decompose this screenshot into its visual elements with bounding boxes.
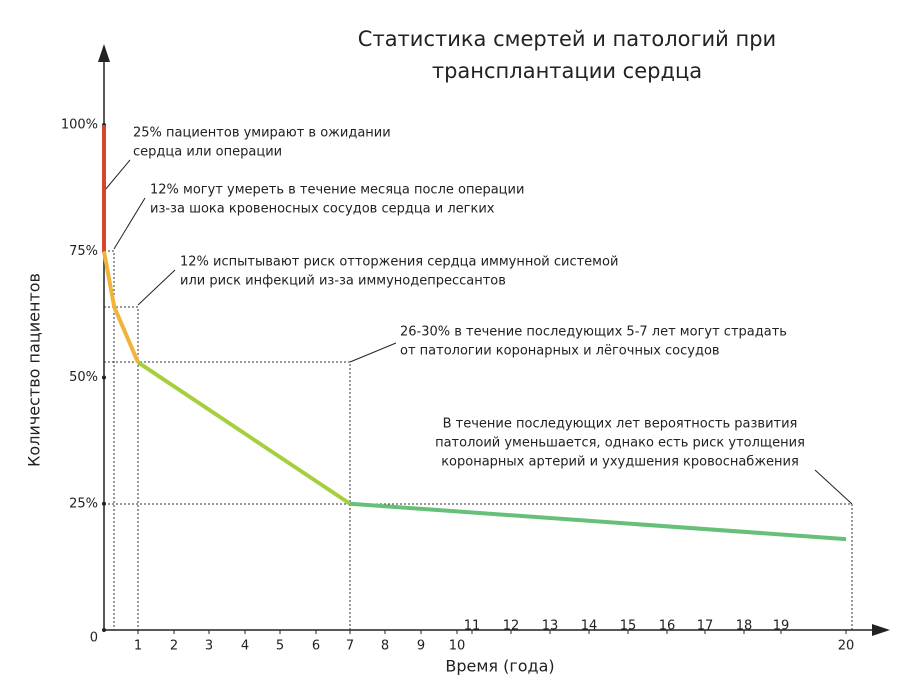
line bbox=[102, 250, 140, 364]
annotation: 12% испытывают риск отторжения сердца им… bbox=[180, 255, 618, 270]
x-tick-label: 8 bbox=[381, 639, 389, 654]
x-tick-label: 7 bbox=[346, 639, 354, 654]
y-tick bbox=[102, 501, 106, 506]
x-tick-label: 14 bbox=[581, 619, 598, 634]
x-tick-label: 2 bbox=[170, 639, 178, 654]
x-axis-title: Время (года) bbox=[445, 657, 554, 676]
x-tick-label: 17 bbox=[697, 619, 714, 634]
annotation: от патологии коронарных и лёгочных сосуд… bbox=[400, 344, 720, 359]
x-tick-label: 10 bbox=[449, 639, 466, 654]
x-tick-label: 12 bbox=[503, 619, 520, 634]
y-tick-label: 25% bbox=[69, 496, 98, 511]
leaders bbox=[104, 159, 853, 505]
x-tick-label: 1 bbox=[134, 639, 142, 654]
annotation: патолоий уменьшается, однако есть риск у… bbox=[435, 436, 805, 451]
x-tick-label: 3 bbox=[205, 639, 213, 654]
y-axis-title: Количество пациентов bbox=[25, 273, 44, 467]
x-tick-label: 19 bbox=[773, 619, 790, 634]
y-tick bbox=[102, 628, 106, 632]
annotation: 12% могут умереть в течение месяца после… bbox=[150, 183, 524, 198]
x-tick-label: 5 bbox=[276, 639, 284, 654]
chart-title: трансплантации сердца bbox=[432, 59, 702, 83]
y-tick-label: 75% bbox=[69, 244, 98, 259]
axis-arrow bbox=[872, 624, 890, 636]
y-tick-label: 100% bbox=[61, 118, 98, 133]
y-tick bbox=[102, 375, 106, 380]
annotation: В течение последующих лет вероятность ра… bbox=[443, 417, 798, 432]
line bbox=[349, 501, 847, 542]
x-tick-label: 20 bbox=[838, 639, 855, 654]
annotation: сердца или операции bbox=[133, 145, 282, 160]
annotation: 26-30% в течение последующих 5-7 лет мог… bbox=[400, 325, 787, 340]
chart-title: Статистика смертей и патологий при bbox=[358, 27, 776, 51]
line bbox=[136, 360, 352, 506]
x-tick-label: 15 bbox=[620, 619, 637, 634]
y-tick-label: 0 bbox=[90, 631, 98, 646]
annotation: коронарных артерий и ухудшения кровоснаб… bbox=[441, 455, 799, 470]
axis-arrow bbox=[98, 44, 110, 62]
x-tick-label: 18 bbox=[736, 619, 753, 634]
annotation: из-за шока кровеносных сосудов сердца и … bbox=[150, 202, 495, 217]
x-tick-label: 11 bbox=[464, 619, 481, 634]
x-tick-label: 9 bbox=[417, 639, 425, 654]
y-tick-label: 50% bbox=[69, 370, 98, 385]
x-tick-label: 6 bbox=[312, 639, 320, 654]
x-tick-label: 4 bbox=[241, 639, 249, 654]
annotation: или риск инфекций из-за иммунодепрессант… bbox=[180, 274, 506, 289]
x-tick-label: 13 bbox=[542, 619, 559, 634]
annotation: 25% пациентов умирают в ожидании bbox=[133, 126, 391, 141]
x-tick-label: 16 bbox=[659, 619, 676, 634]
